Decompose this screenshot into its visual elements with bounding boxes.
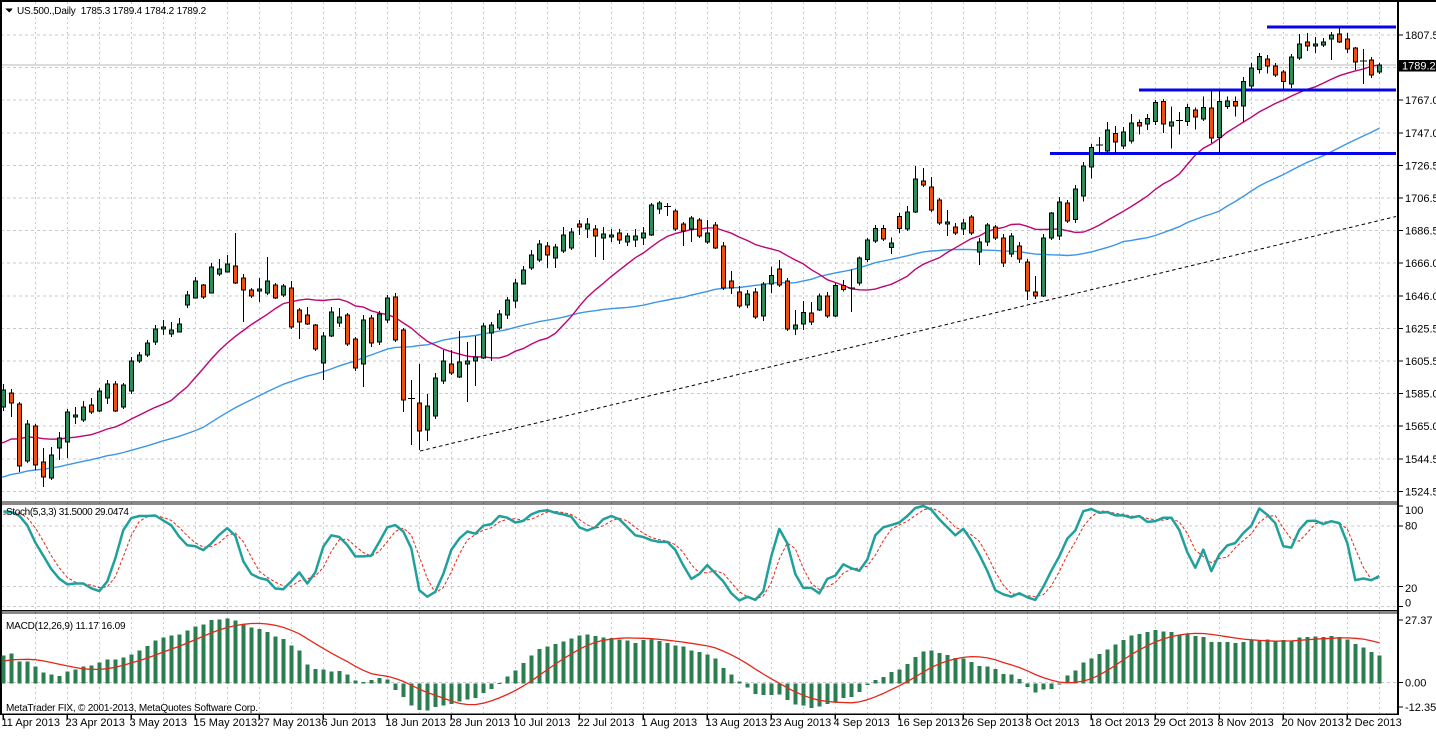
svg-text:80: 80 [1405, 521, 1417, 533]
svg-text:2 Dec 2013: 2 Dec 2013 [1346, 717, 1402, 729]
svg-text:1666.0: 1666.0 [1405, 258, 1436, 270]
svg-text:MACD(12,26,9) 11.17 16.09: MACD(12,26,9) 11.17 16.09 [6, 621, 126, 632]
svg-text:1646.0: 1646.0 [1405, 291, 1436, 303]
svg-text:1605.5: 1605.5 [1405, 356, 1436, 368]
svg-text:13 Aug 2013: 13 Aug 2013 [706, 717, 768, 729]
svg-text:1565.0: 1565.0 [1405, 421, 1436, 433]
svg-text:1807.5: 1807.5 [1405, 30, 1436, 42]
svg-text:0: 0 [1405, 598, 1411, 610]
svg-text:MetaTrader FIX, © 2001-2013, M: MetaTrader FIX, © 2001-2013, MetaQuotes … [6, 703, 258, 714]
svg-text:11 Apr 2013: 11 Apr 2013 [2, 717, 61, 729]
svg-text:18 Oct 2013: 18 Oct 2013 [1090, 717, 1150, 729]
svg-text:1686.5: 1686.5 [1405, 226, 1436, 238]
svg-text:100: 100 [1405, 505, 1423, 517]
svg-text:16 Sep 2013: 16 Sep 2013 [898, 717, 960, 729]
svg-text:23 Apr 2013: 23 Apr 2013 [66, 717, 125, 729]
svg-text:26 Sep 2013: 26 Sep 2013 [962, 717, 1024, 729]
svg-text:6 Jun 2013: 6 Jun 2013 [322, 717, 376, 729]
svg-text:US.500.,Daily 1785.3 1789.4 1: US.500.,Daily 1785.3 1789.4 1784.2 1789.… [17, 6, 207, 17]
svg-text:1767.0: 1767.0 [1405, 95, 1436, 107]
svg-text:27.37: 27.37 [1405, 615, 1433, 627]
svg-text:-12.35: -12.35 [1405, 702, 1436, 714]
svg-text:29 Oct 2013: 29 Oct 2013 [1154, 717, 1214, 729]
svg-text:8 Nov 2013: 8 Nov 2013 [1218, 717, 1274, 729]
svg-text:1726.5: 1726.5 [1405, 160, 1436, 172]
svg-text:1706.5: 1706.5 [1405, 193, 1436, 205]
svg-text:22 Jul 2013: 22 Jul 2013 [578, 717, 635, 729]
svg-text:15 May 2013: 15 May 2013 [194, 717, 258, 729]
svg-text:18 Jun 2013: 18 Jun 2013 [386, 717, 447, 729]
svg-text:4 Sep 2013: 4 Sep 2013 [834, 717, 890, 729]
svg-text:28 Jun 2013: 28 Jun 2013 [450, 717, 511, 729]
svg-text:27 May 2013: 27 May 2013 [258, 717, 322, 729]
svg-text:Stoch(5,3,3) 31.5000 29.0474: Stoch(5,3,3) 31.5000 29.0474 [6, 507, 129, 518]
svg-text:8 Oct 2013: 8 Oct 2013 [1026, 717, 1080, 729]
svg-text:3 May 2013: 3 May 2013 [130, 717, 187, 729]
svg-text:23 Aug 2013: 23 Aug 2013 [770, 717, 832, 729]
svg-text:1789.2: 1789.2 [1402, 61, 1436, 73]
svg-text:20: 20 [1405, 583, 1417, 595]
svg-text:1585.0: 1585.0 [1405, 389, 1436, 401]
svg-text:1544.5: 1544.5 [1405, 454, 1436, 466]
svg-text:20 Nov 2013: 20 Nov 2013 [1282, 717, 1344, 729]
svg-text:1 Aug 2013: 1 Aug 2013 [642, 717, 698, 729]
svg-text:10 Jul 2013: 10 Jul 2013 [514, 717, 571, 729]
svg-text:0.00: 0.00 [1405, 678, 1426, 690]
svg-text:1625.5: 1625.5 [1405, 323, 1436, 335]
svg-text:1524.5: 1524.5 [1405, 486, 1436, 498]
svg-text:1747.0: 1747.0 [1405, 128, 1436, 140]
